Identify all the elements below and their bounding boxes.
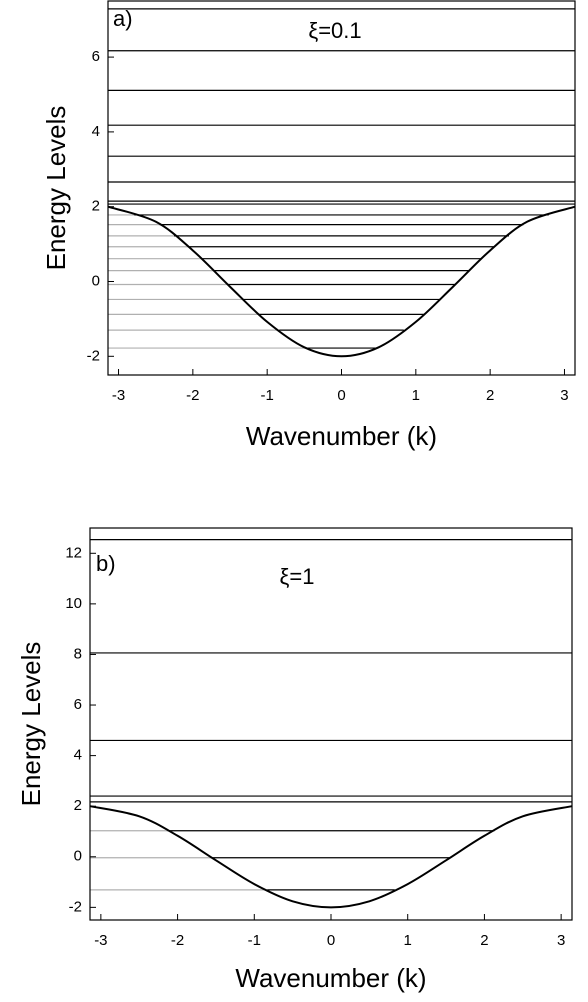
annotation: ξ=0.1 [308, 18, 361, 43]
y-tick-label: -2 [87, 347, 100, 364]
y-tick-label: -2 [69, 898, 82, 915]
x-tick-label: 2 [486, 387, 494, 404]
x-tick-label: 0 [337, 387, 345, 404]
x-axis-label: Wavenumber (k) [246, 421, 437, 451]
x-axis-label: Wavenumber (k) [235, 963, 426, 993]
y-axis-label: Energy Levels [16, 642, 46, 807]
x-tick-label: 0 [327, 932, 335, 949]
y-tick-label: 2 [74, 797, 82, 814]
y-tick-label: 4 [74, 747, 82, 764]
annotation: ξ=1 [280, 564, 315, 589]
band-curve [89, 805, 573, 909]
panel-label: a) [113, 6, 133, 31]
y-tick-label: 10 [65, 595, 82, 612]
x-tick-label: -2 [171, 932, 184, 949]
x-tick-label: -3 [94, 932, 107, 949]
plot-frame [89, 527, 573, 921]
plot-frame [107, 0, 576, 376]
y-tick-label: 6 [74, 696, 82, 713]
x-tick-label: 2 [480, 932, 488, 949]
x-tick-label: 3 [557, 932, 565, 949]
y-tick-label: 2 [92, 198, 100, 215]
x-tick-label: 1 [404, 932, 412, 949]
y-tick-label: 8 [74, 645, 82, 662]
x-tick-label: -1 [261, 387, 274, 404]
x-tick-label: -2 [186, 387, 199, 404]
x-tick-label: 1 [412, 387, 420, 404]
band-curve [107, 205, 576, 358]
y-tick-label: 12 [65, 544, 82, 561]
x-tick-label: -1 [248, 932, 261, 949]
x-tick-label: -3 [112, 387, 125, 404]
x-tick-label: 3 [560, 387, 568, 404]
y-tick-label: 0 [74, 848, 82, 865]
y-tick-label: 4 [92, 123, 100, 140]
y-tick-label: 0 [92, 272, 100, 289]
y-axis-label: Energy Levels [41, 106, 71, 271]
panel-label: b) [96, 551, 116, 576]
y-tick-label: 6 [92, 48, 100, 65]
